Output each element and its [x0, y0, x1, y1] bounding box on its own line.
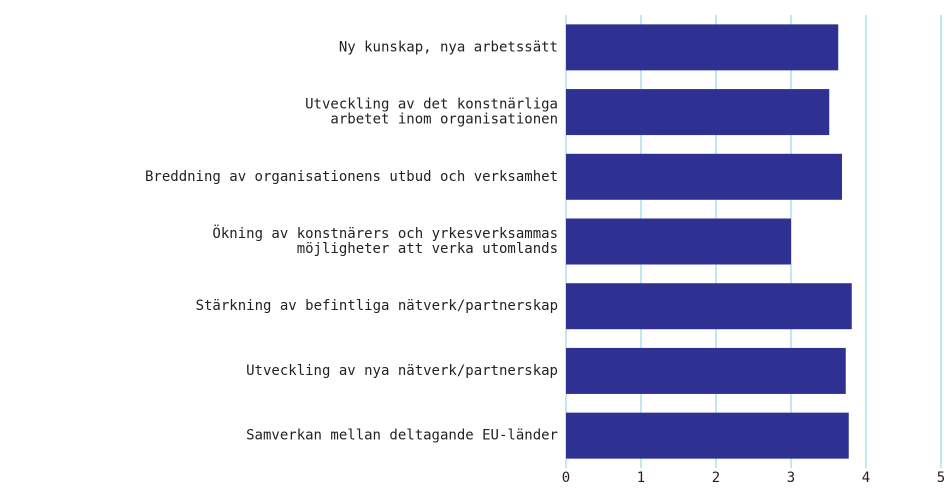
x-tick-label: 1: [637, 470, 645, 486]
bar: [566, 218, 791, 265]
label-line: Stärkning av befintliga nätverk/partners…: [196, 298, 558, 314]
y-tick-label: Utveckling av det konstnärliga arbetet in…: [305, 97, 558, 128]
label-line: Utveckling av nya nätverk/partnerskap: [246, 363, 558, 379]
x-tick-label: 2: [712, 470, 720, 486]
bar: [566, 153, 842, 200]
y-tick-label: Breddning av organisationens utbud och v…: [145, 169, 558, 185]
bar: [566, 412, 849, 459]
label-line: Ny kunskap, nya arbetssätt: [339, 39, 558, 55]
bar: [566, 283, 852, 330]
bar: [566, 89, 830, 136]
x-tick-label: 3: [787, 470, 795, 486]
y-tick-label: Stärkning av befintliga nätverk/partners…: [196, 298, 558, 314]
y-tick-label: Samverkan mellan deltagande EU-länder: [246, 428, 558, 444]
label-line: Breddning av organisationens utbud och v…: [145, 169, 558, 185]
x-tick-label: 4: [862, 470, 870, 486]
y-tick-label: Ökning av konstnärers och yrkesverksamma…: [212, 224, 558, 257]
y-tick-label: Utveckling av nya nätverk/partnerskap: [246, 363, 558, 379]
bar: [566, 24, 839, 71]
label-line: möjligheter att verka utomlands: [297, 241, 558, 257]
x-tick-label: 0: [562, 470, 570, 486]
label-line: Utveckling av det konstnärliga: [305, 97, 558, 113]
y-tick-label: Ny kunskap, nya arbetssätt: [339, 39, 558, 55]
bar: [566, 347, 846, 394]
label-line: Ökning av konstnärers och yrkesverksamma…: [212, 224, 558, 242]
label-line: arbetet inom organisationen: [330, 112, 558, 128]
label-line: Samverkan mellan deltagande EU-länder: [246, 428, 558, 444]
x-tick-label: 5: [937, 470, 945, 486]
